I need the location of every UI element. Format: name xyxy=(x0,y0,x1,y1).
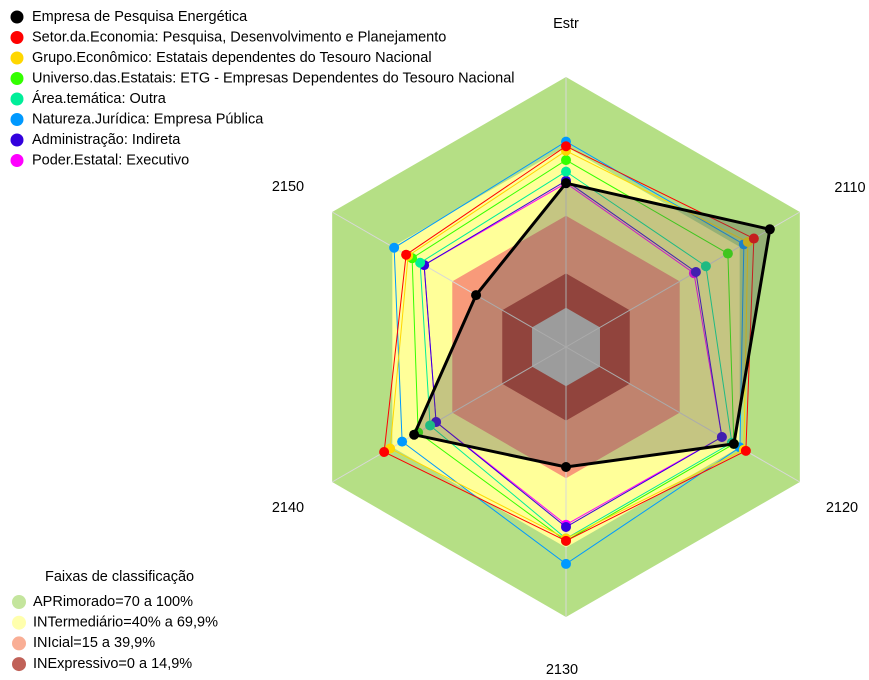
series-point xyxy=(728,438,739,449)
series-point xyxy=(690,267,701,277)
series-point xyxy=(409,429,420,440)
band-legend-label: INTermediário=40% a 69,9% xyxy=(33,615,218,631)
axis-label: Estr xyxy=(553,16,579,32)
legend-marker xyxy=(10,113,24,126)
series-point xyxy=(561,178,571,189)
series-point xyxy=(415,257,426,268)
band-legend-marker xyxy=(12,615,26,630)
series-point xyxy=(748,233,759,244)
legend-label: Setor.da.Economia: Pesquisa, Desenvolvim… xyxy=(32,29,446,45)
band-legend-marker xyxy=(12,657,26,672)
band-legend-marker xyxy=(12,595,26,609)
band-legend-label: APRimorado=70 a 100% xyxy=(33,594,193,610)
series-point xyxy=(379,447,390,457)
spoke xyxy=(565,211,801,348)
legend-marker xyxy=(10,51,24,65)
series-point xyxy=(764,224,775,235)
series-point xyxy=(740,445,751,456)
axis-label: 2150 xyxy=(272,179,304,195)
spoke xyxy=(565,346,801,483)
spoke xyxy=(331,346,567,483)
legend-label: Administração: Indireta xyxy=(32,132,181,148)
series-point xyxy=(561,141,571,152)
legend-label: Área.temática: Outra xyxy=(32,90,167,107)
legend-marker xyxy=(10,154,24,167)
legend-marker xyxy=(10,31,24,44)
series-point xyxy=(722,248,733,259)
axis-label: 2140 xyxy=(272,500,304,516)
legend-label: Natureza.Jurídica: Empresa Pública xyxy=(32,111,264,127)
series-point xyxy=(716,432,727,442)
axis-label: 2110 xyxy=(834,180,865,196)
legend-label: Empresa de Pesquisa Energética xyxy=(32,9,248,25)
legend-marker xyxy=(10,92,24,106)
band-legend-marker xyxy=(12,636,26,651)
series-point xyxy=(561,522,571,532)
band-legend-label: INIcial=15 a 39,9% xyxy=(33,635,155,651)
axis-label: 2130 xyxy=(546,662,578,678)
legend-label: Universo.das.Estatais: ETG - Empresas De… xyxy=(32,70,515,86)
series-point xyxy=(397,436,408,447)
legend-marker xyxy=(10,10,24,24)
legend-label: Grupo.Econômico: Estatais dependentes do… xyxy=(32,50,432,66)
series-point xyxy=(561,462,571,472)
series-point xyxy=(389,242,400,253)
legend-label: Poder.Estatal: Executivo xyxy=(32,152,189,168)
legend-marker xyxy=(10,72,24,85)
series-point xyxy=(561,166,571,177)
series-point xyxy=(425,420,436,431)
bands-legend-title: Faixas de classificação xyxy=(45,569,194,585)
series-point xyxy=(471,290,482,301)
series-point xyxy=(401,249,412,260)
series-point xyxy=(561,155,571,166)
axis-label: 2120 xyxy=(826,500,858,516)
legend-marker xyxy=(10,133,24,147)
series-point xyxy=(561,558,571,569)
band-legend-label: INExpressivo=0 a 14,9% xyxy=(33,656,192,672)
spoke xyxy=(331,211,567,348)
series-point xyxy=(700,261,711,272)
series-point xyxy=(561,535,571,546)
